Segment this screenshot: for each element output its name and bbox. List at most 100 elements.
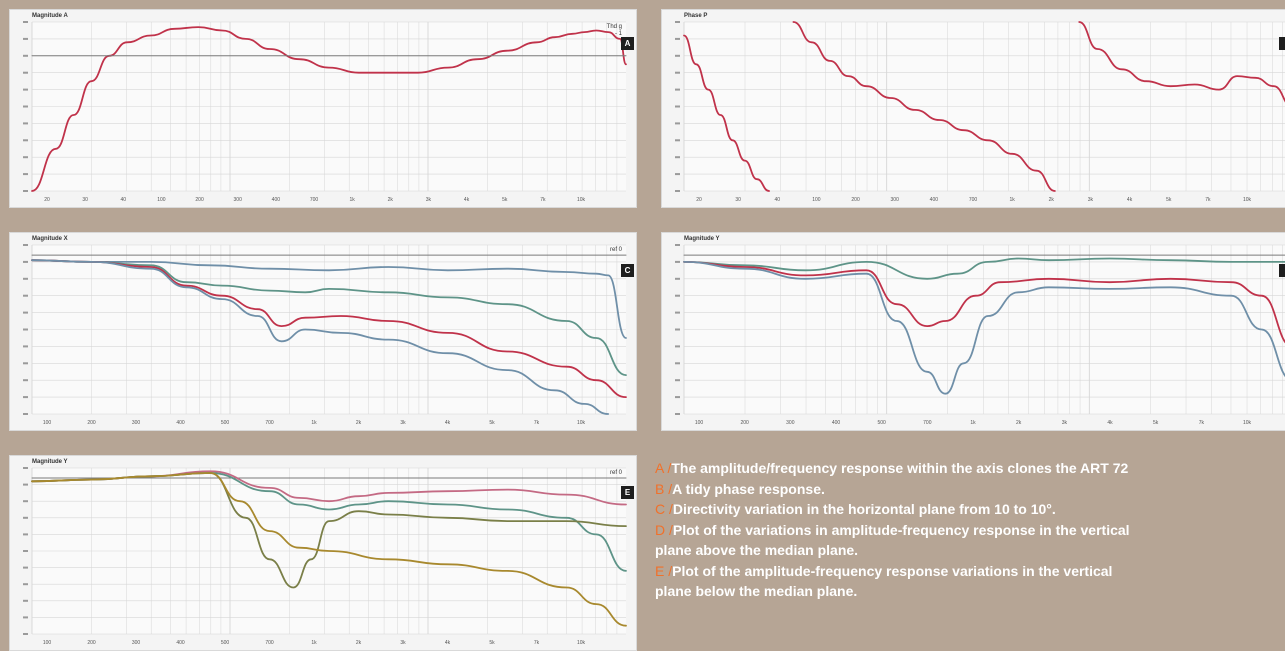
y-tick-mark — [23, 583, 28, 586]
series-line-3 — [31, 259, 627, 398]
x-tick-label: 4k — [445, 420, 451, 426]
y-tick-mark — [23, 190, 28, 192]
x-tick-label: 300 — [132, 640, 141, 646]
x-tick-label: 40 — [121, 197, 127, 203]
chart-panel-a: 20 30 40 100 200 300 400 700 1k 2k 3k 4k 5k 7k 10k Thd … — [9, 9, 637, 208]
x-tick-label: 10k — [1243, 197, 1252, 203]
y-tick-mark — [675, 294, 680, 297]
series-line-0 — [683, 34, 770, 192]
x-tick-label: 300 — [234, 197, 243, 203]
x-tick-label: 3k — [1062, 420, 1068, 426]
x-tick-label: 3k — [1088, 197, 1094, 203]
y-tick-mark — [23, 122, 28, 125]
x-tick-label: 700 — [310, 197, 319, 203]
caption-b-letter: B / — [655, 480, 673, 497]
y-tick-mark — [23, 328, 28, 331]
y-tick-mark — [23, 294, 28, 297]
x-tick-label: 3k — [400, 640, 406, 646]
series-line-1 — [792, 21, 1056, 192]
y-tick-mark — [23, 139, 28, 142]
x-tick-label: 300 — [786, 420, 795, 426]
x-tick-label: 7k — [534, 420, 540, 426]
corner-label: ref 0 — [610, 470, 623, 476]
y-tick-mark — [23, 156, 28, 159]
y-tick-mark — [675, 173, 680, 176]
y-tick-mark — [23, 362, 28, 365]
x-tick-label: 2k — [1016, 420, 1022, 426]
x-tick-label: 10k — [1243, 420, 1252, 426]
caption-b: B /A tidy phase response. — [655, 479, 1285, 500]
x-tick-label: 400 — [176, 640, 185, 646]
series-line-2 — [1078, 21, 1285, 103]
y-tick-mark — [675, 105, 680, 108]
y-tick-mark — [23, 244, 28, 246]
y-tick-mark — [23, 260, 28, 263]
y-tick-mark — [675, 396, 680, 399]
chart-b-title: Phase P — [684, 13, 708, 19]
x-tick-label: 10k — [577, 420, 586, 426]
series-line-4 — [31, 472, 627, 627]
caption-e: E /Plot of the amplitude-frequency respo… — [655, 561, 1285, 582]
series-line-1 — [683, 257, 1285, 280]
y-tick-mark — [675, 260, 680, 263]
y-tick-mark — [675, 345, 680, 348]
x-tick-label: 400 — [176, 420, 185, 426]
chart-panel-c: 100 200 300 400 500 700 1k 2k 3k 4k 5k 7k 10k ref 0 M… — [9, 232, 637, 431]
x-tick-label: 4k — [445, 640, 451, 646]
y-tick-mark — [675, 139, 680, 142]
x-tick-label: 5k — [1153, 420, 1159, 426]
chart-a-title: Magnitude A — [32, 13, 68, 19]
x-tick-label: 300 — [891, 197, 900, 203]
y-tick-mark — [23, 37, 28, 40]
y-tick-mark — [23, 633, 28, 635]
chart-b-badge — [1279, 37, 1285, 50]
x-tick-label: 20 — [696, 197, 702, 203]
x-tick-label: 40 — [775, 197, 781, 203]
caption-e-letter: E / — [655, 562, 673, 579]
x-tick-label: 3k — [400, 420, 406, 426]
y-tick-mark — [675, 122, 680, 125]
chart-d-title: Magnitude Y — [684, 236, 720, 242]
y-tick-mark — [675, 71, 680, 74]
x-tick-label: 100 — [695, 420, 704, 426]
caption-c-text: Directivity variation in the horizontal … — [672, 501, 1056, 517]
y-tick-mark — [23, 566, 28, 569]
x-tick-label: 7k — [534, 640, 540, 646]
chart-e-svg: 100 200 300 400 500 700 1k 2k 3k 4k 5k 7k 10k ref 0 — [23, 467, 627, 646]
x-tick-label: 30 — [82, 197, 88, 203]
chart-a-badge: A — [621, 37, 634, 50]
series-line-3 — [683, 261, 1285, 395]
y-tick-mark — [675, 37, 680, 40]
y-tick-mark — [675, 21, 680, 23]
x-tick-label: 200 — [87, 420, 96, 426]
x-tick-label: 100 — [157, 197, 166, 203]
x-tick-label: 500 — [221, 420, 230, 426]
y-tick-mark — [675, 328, 680, 331]
y-tick-mark — [675, 379, 680, 382]
x-tick-label: 300 — [132, 420, 141, 426]
series-line-2 — [31, 259, 627, 376]
corner-label: Thd g — [607, 24, 622, 30]
y-tick-mark — [23, 173, 28, 176]
caption-a-text: The amplitude/frequency response within … — [671, 460, 1129, 476]
chart-a-svg: 20 30 40 100 200 300 400 700 1k 2k 3k 4k 5k 7k 10k Thd … — [23, 21, 627, 203]
y-tick-mark — [23, 616, 28, 619]
y-tick-mark — [675, 54, 680, 57]
x-tick-label: 3k — [426, 197, 432, 203]
caption-b-text: A tidy phase response. — [672, 480, 825, 497]
x-tick-label: 2k — [356, 640, 362, 646]
figure-captions: A /The amplitude/frequency response with… — [655, 458, 1285, 602]
x-tick-label: 500 — [221, 640, 230, 646]
x-tick-label: 200 — [87, 640, 96, 646]
caption-d-cont: plane above the median plane. — [655, 540, 1285, 561]
y-tick-mark — [23, 379, 28, 382]
y-tick-mark — [23, 413, 28, 415]
caption-e-text: Plot of the amplitude-frequency response… — [672, 562, 1113, 579]
chart-e-badge: E — [621, 486, 634, 499]
y-tick-mark — [23, 500, 28, 503]
x-tick-label: 100 — [812, 197, 821, 203]
x-tick-label: 5k — [489, 640, 495, 646]
x-tick-label: 700 — [969, 197, 978, 203]
x-tick-label: 400 — [272, 197, 281, 203]
y-tick-mark — [675, 362, 680, 365]
